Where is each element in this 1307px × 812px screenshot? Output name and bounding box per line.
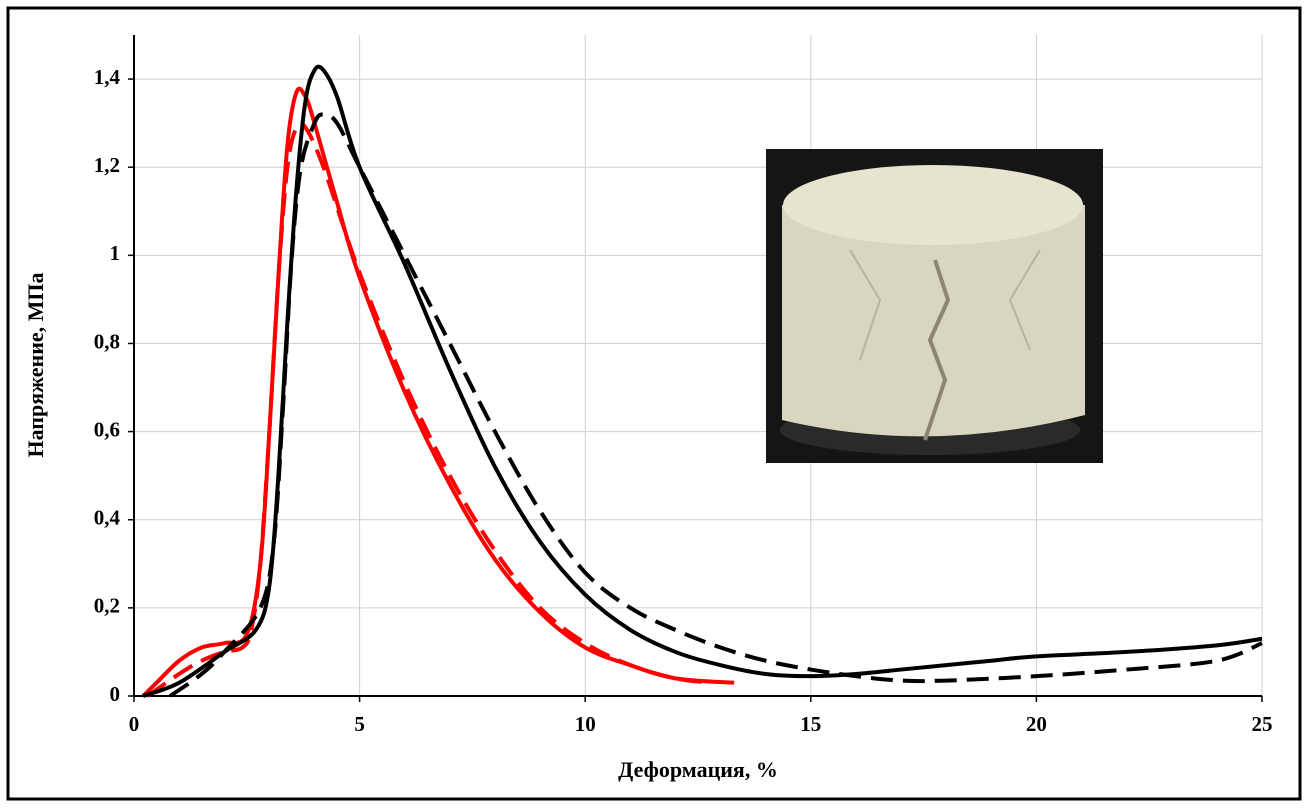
y-axis-title: Напряжение, МПа — [23, 272, 48, 457]
x-axis-title: Деформация, % — [618, 757, 778, 782]
series-line — [146, 120, 712, 698]
x-tick-label: 20 — [1026, 712, 1047, 736]
lines — [141, 64, 1263, 698]
inset-photo — [766, 149, 1103, 463]
photo-crack — [849, 249, 882, 361]
y-tick-label: 0,4 — [94, 506, 121, 530]
y-tick-label: 0,2 — [94, 594, 120, 618]
photo-top — [783, 165, 1083, 245]
x-tick-label: 5 — [354, 712, 365, 736]
x-tick-label: 25 — [1252, 712, 1273, 736]
y-tick-label: 0,8 — [94, 329, 120, 353]
y-tick-label: 1,4 — [94, 65, 121, 89]
photo-crack — [923, 259, 951, 441]
frame — [6, 6, 1302, 801]
y-tick-label: 1 — [110, 241, 121, 265]
y-tick-label: 1,2 — [94, 153, 120, 177]
x-tick-label: 10 — [575, 712, 596, 736]
y-tick-label: 0 — [110, 682, 121, 706]
series-line — [168, 112, 1263, 698]
photo-crack — [1008, 249, 1041, 351]
y-tick-label: 0,6 — [94, 417, 120, 441]
x-tick-label: 0 — [129, 712, 140, 736]
x-tick-label: 15 — [800, 712, 821, 736]
